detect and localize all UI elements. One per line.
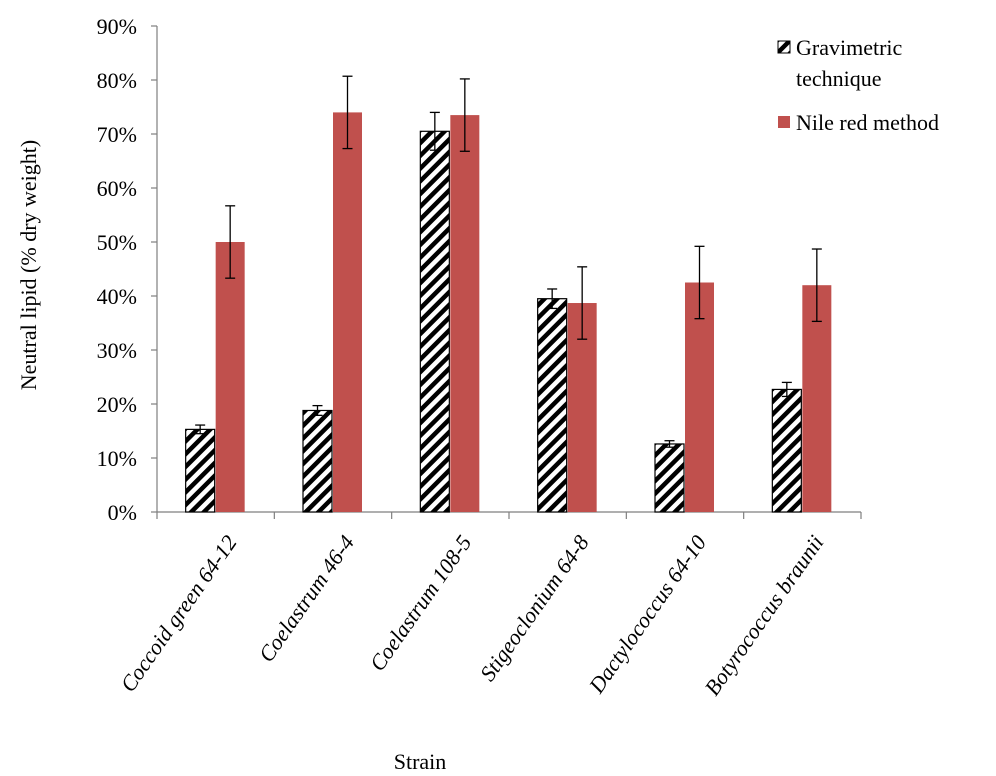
y-tick-label: 80% — [97, 68, 137, 93]
x-category-label: Coccoid green 64-12 — [115, 531, 242, 697]
legend-swatch-gravimetric — [777, 40, 791, 54]
bar-nile-red — [685, 282, 714, 512]
bar-nile-red — [333, 112, 362, 513]
legend-label-gravimetric: technique — [796, 66, 882, 91]
y-tick-label: 20% — [97, 392, 137, 417]
legend-label-nile-red: Nile red method — [796, 110, 939, 135]
x-category-label: Dactylococcus 64-10 — [583, 531, 711, 699]
y-tick-label: 70% — [97, 122, 137, 147]
legend-label-gravimetric: Gravimetric — [796, 35, 903, 60]
y-tick-label: 90% — [97, 14, 137, 39]
x-axis-title: Strain — [394, 749, 447, 774]
bar-nile-red — [450, 115, 480, 512]
legend: Gravimetric technique Nile red method — [777, 35, 939, 135]
bar-gravimetric — [654, 443, 685, 513]
y-tick-label: 10% — [97, 446, 137, 471]
y-tick-label: 0% — [108, 500, 137, 525]
x-category-label: Coelastrum 46-4 — [253, 531, 359, 667]
y-tick-label: 40% — [97, 284, 137, 309]
bar-gravimetric — [302, 409, 333, 513]
y-tick-label: 60% — [97, 176, 137, 201]
bar-gravimetric — [419, 130, 450, 513]
x-category-label: Botyrococcus braunii — [699, 531, 828, 700]
legend-swatch-nile-red — [778, 116, 790, 128]
x-category-label: Coelastrum 108-5 — [364, 531, 476, 676]
bar-gravimetric — [771, 388, 802, 513]
y-tick-label: 50% — [97, 230, 137, 255]
x-category-label: Stigeoclonium 64-8 — [475, 531, 594, 686]
y-tick-label: 30% — [97, 338, 137, 363]
y-axis-title: Neutral lipid (% dry weight) — [16, 140, 41, 391]
bar-gravimetric — [537, 298, 568, 513]
bar-nile-red — [802, 285, 832, 512]
plot-area: 0% 10% 20% 30% 40% 50% 60% 70% 80% 90% Coccoid gre… — [97, 14, 862, 700]
bar-nile-red — [215, 242, 245, 512]
bar-gravimetric — [185, 428, 216, 513]
